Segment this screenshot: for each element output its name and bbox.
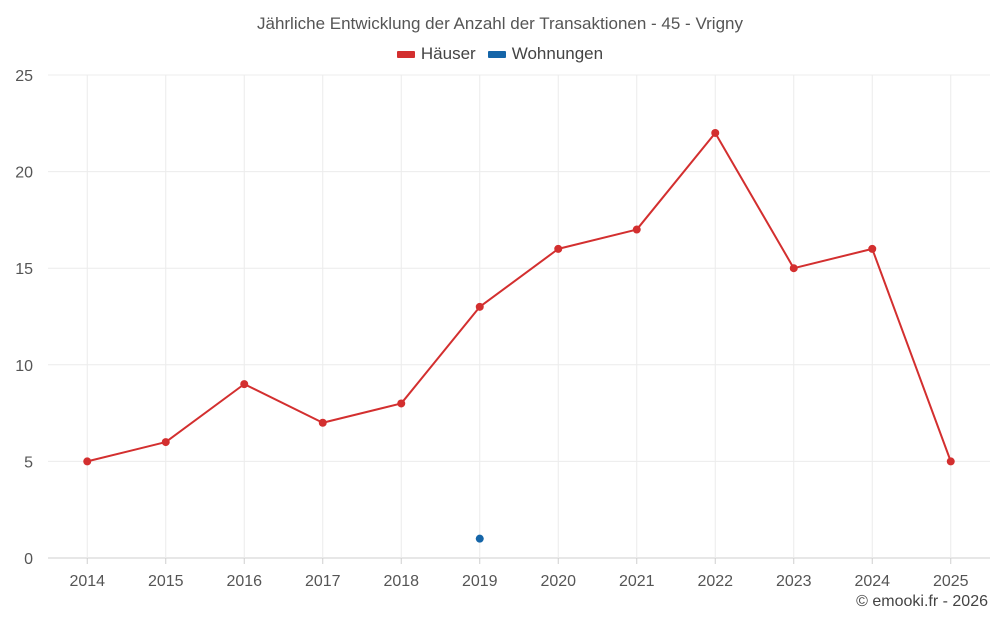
data-point-haeuser bbox=[240, 380, 249, 389]
x-tick-label: 2015 bbox=[148, 573, 184, 590]
data-point-haeuser bbox=[318, 418, 327, 427]
chart-title: Jährliche Entwicklung der Anzahl der Tra… bbox=[256, 14, 743, 33]
y-tick-label: 15 bbox=[15, 261, 33, 278]
data-point-haeuser bbox=[868, 244, 877, 253]
y-tick-label: 25 bbox=[15, 68, 33, 85]
data-point-haeuser bbox=[554, 244, 563, 253]
data-point-haeuser bbox=[161, 438, 170, 447]
legend-swatch-wohnungen bbox=[487, 50, 506, 58]
legend-item-wohnungen[interactable]: Wohnungen bbox=[487, 44, 604, 64]
data-point-wohnungen bbox=[475, 534, 484, 543]
legend-swatch-haeuser bbox=[396, 50, 415, 58]
x-tick-label: 2020 bbox=[540, 573, 576, 590]
x-tick-label: 2016 bbox=[226, 573, 262, 590]
legend: Häuser Wohnungen bbox=[0, 44, 1000, 64]
data-point-haeuser bbox=[83, 457, 92, 466]
x-tick-label: 2017 bbox=[305, 573, 341, 590]
data-point-haeuser bbox=[946, 457, 955, 466]
x-tick-label: 2023 bbox=[776, 573, 812, 590]
x-tick-label: 2025 bbox=[933, 573, 969, 590]
y-tick-label: 0 bbox=[24, 551, 33, 568]
y-tick-label: 10 bbox=[15, 358, 33, 375]
y-tick-label: 5 bbox=[24, 454, 33, 471]
x-tick-label: 2014 bbox=[69, 573, 105, 590]
data-point-haeuser bbox=[632, 225, 641, 234]
legend-item-haeuser[interactable]: Häuser bbox=[396, 44, 476, 64]
data-point-haeuser bbox=[789, 264, 798, 273]
x-tick-label: 2019 bbox=[462, 573, 498, 590]
data-point-haeuser bbox=[711, 128, 720, 137]
legend-label-wohnungen: Wohnungen bbox=[511, 44, 604, 63]
data-point-haeuser bbox=[397, 399, 406, 408]
legend-label-haeuser: Häuser bbox=[420, 44, 476, 63]
x-tick-label: 2021 bbox=[619, 573, 655, 590]
y-tick-label: 20 bbox=[15, 165, 33, 182]
data-point-haeuser bbox=[475, 302, 484, 311]
x-tick-label: 2018 bbox=[383, 573, 419, 590]
series-line-haeuser bbox=[87, 131, 952, 463]
x-tick-label: 2022 bbox=[697, 573, 733, 590]
credit-text: © emooki.fr - 2026 bbox=[856, 593, 988, 610]
x-tick-label: 2024 bbox=[854, 573, 890, 590]
